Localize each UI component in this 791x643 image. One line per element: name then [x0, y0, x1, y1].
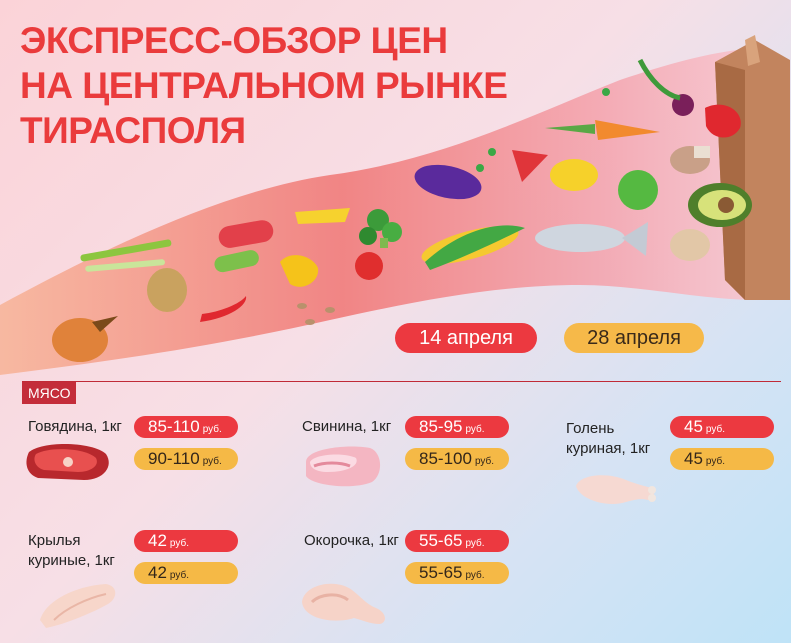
red-tomato-icon: [355, 252, 383, 280]
price-unit: руб.: [705, 456, 725, 467]
price-unit: руб.: [465, 424, 485, 435]
price-unit: руб.: [465, 538, 485, 549]
title-line-3: ТИРАСПОЛЯ: [20, 110, 246, 151]
item-name-drumstick-line1: Голень: [566, 420, 615, 437]
title-line-2: НА ЦЕНТРАЛЬНОМ РЫНКЕ: [20, 65, 508, 106]
date-legend-first: 14 апреля: [395, 323, 537, 353]
item-name-beef: Говядина, 1кг: [28, 418, 122, 435]
price-second-leg-quarters: 55-65 руб.: [405, 562, 509, 584]
avocado-icon: [688, 183, 752, 227]
section-label-meat: МЯСО: [22, 382, 77, 404]
price-second-beef: 90-110 руб.: [134, 448, 238, 470]
price-unit: руб.: [705, 424, 725, 435]
cucumber-icon: [214, 250, 259, 273]
tomato-icon: [218, 220, 274, 248]
onion-icon: [52, 316, 118, 362]
price-first-wings: 42 руб.: [134, 530, 238, 552]
price-unit: руб.: [474, 456, 495, 467]
lemon-icon: [550, 159, 598, 191]
price-unit: руб.: [465, 570, 485, 581]
item-name-wings-line2: куриные, 1кг: [28, 552, 115, 569]
yellow-pepper-icon: [280, 255, 319, 287]
price-first-drumstick: 45 руб.: [670, 416, 774, 438]
price-second-drumstick: 45 руб.: [670, 448, 774, 470]
eggplant-icon: [414, 164, 482, 200]
section-divider: [22, 381, 781, 382]
price-first-pork: 85-95 руб.: [405, 416, 509, 438]
price-value: 42: [148, 563, 167, 582]
garlic-icon: [670, 229, 710, 261]
mushroom-icon: [670, 146, 710, 174]
price-first-beef: 85-110 руб.: [134, 416, 238, 438]
price-value: 45: [684, 449, 703, 468]
broccoli-icon: [359, 209, 402, 248]
watermelon-icon: [512, 150, 548, 182]
price-unit: руб.: [202, 456, 222, 467]
price-value: 42: [148, 531, 167, 550]
carrot-icon: [545, 120, 660, 140]
page-title: ЭКСПРЕСС-ОБЗОР ЦЕН НА ЦЕНТРАЛЬНОМ РЫНКЕ …: [20, 18, 508, 153]
price-value: 55-65: [419, 531, 463, 550]
cheese-icon: [295, 208, 350, 224]
price-value: 45: [684, 417, 703, 436]
paper-bag-icon: [715, 35, 790, 300]
potato-icon: [147, 268, 187, 312]
price-value: 85-110: [148, 417, 200, 436]
chicken-wings-icon: [40, 584, 116, 628]
price-unit: руб.: [169, 570, 189, 581]
chili-pepper-icon: [200, 296, 247, 322]
chicken-leg-quarter-icon: [302, 583, 385, 624]
item-name-wings-line1: Крылья: [28, 532, 81, 549]
chicken-drumstick-icon: [576, 475, 656, 505]
price-unit: руб.: [169, 538, 189, 549]
price-second-wings: 42 руб.: [134, 562, 238, 584]
item-name-leg-quarters: Окорочка, 1кг: [304, 532, 399, 549]
green-onion-icon: [80, 239, 172, 272]
price-second-pork: 85-100 руб.: [405, 448, 509, 470]
green-apple-icon: [618, 170, 658, 210]
beef-steak-icon: [26, 443, 109, 480]
price-value: 85-100: [419, 449, 472, 468]
strawberry-icon: [705, 104, 741, 138]
price-first-leg-quarters: 55-65 руб.: [405, 530, 509, 552]
price-value: 90-110: [148, 449, 200, 468]
price-value: 85-95: [419, 417, 463, 436]
pork-icon: [306, 446, 381, 487]
price-unit: руб.: [202, 424, 222, 435]
price-value: 55-65: [419, 563, 463, 582]
item-name-drumstick-line2: куриная, 1кг: [566, 440, 651, 457]
date-legend-second: 28 апреля: [564, 323, 704, 353]
fish-icon: [535, 222, 648, 256]
title-line-1: ЭКСПРЕСС-ОБЗОР ЦЕН: [20, 20, 448, 61]
item-name-pork: Свинина, 1кг: [302, 418, 392, 435]
